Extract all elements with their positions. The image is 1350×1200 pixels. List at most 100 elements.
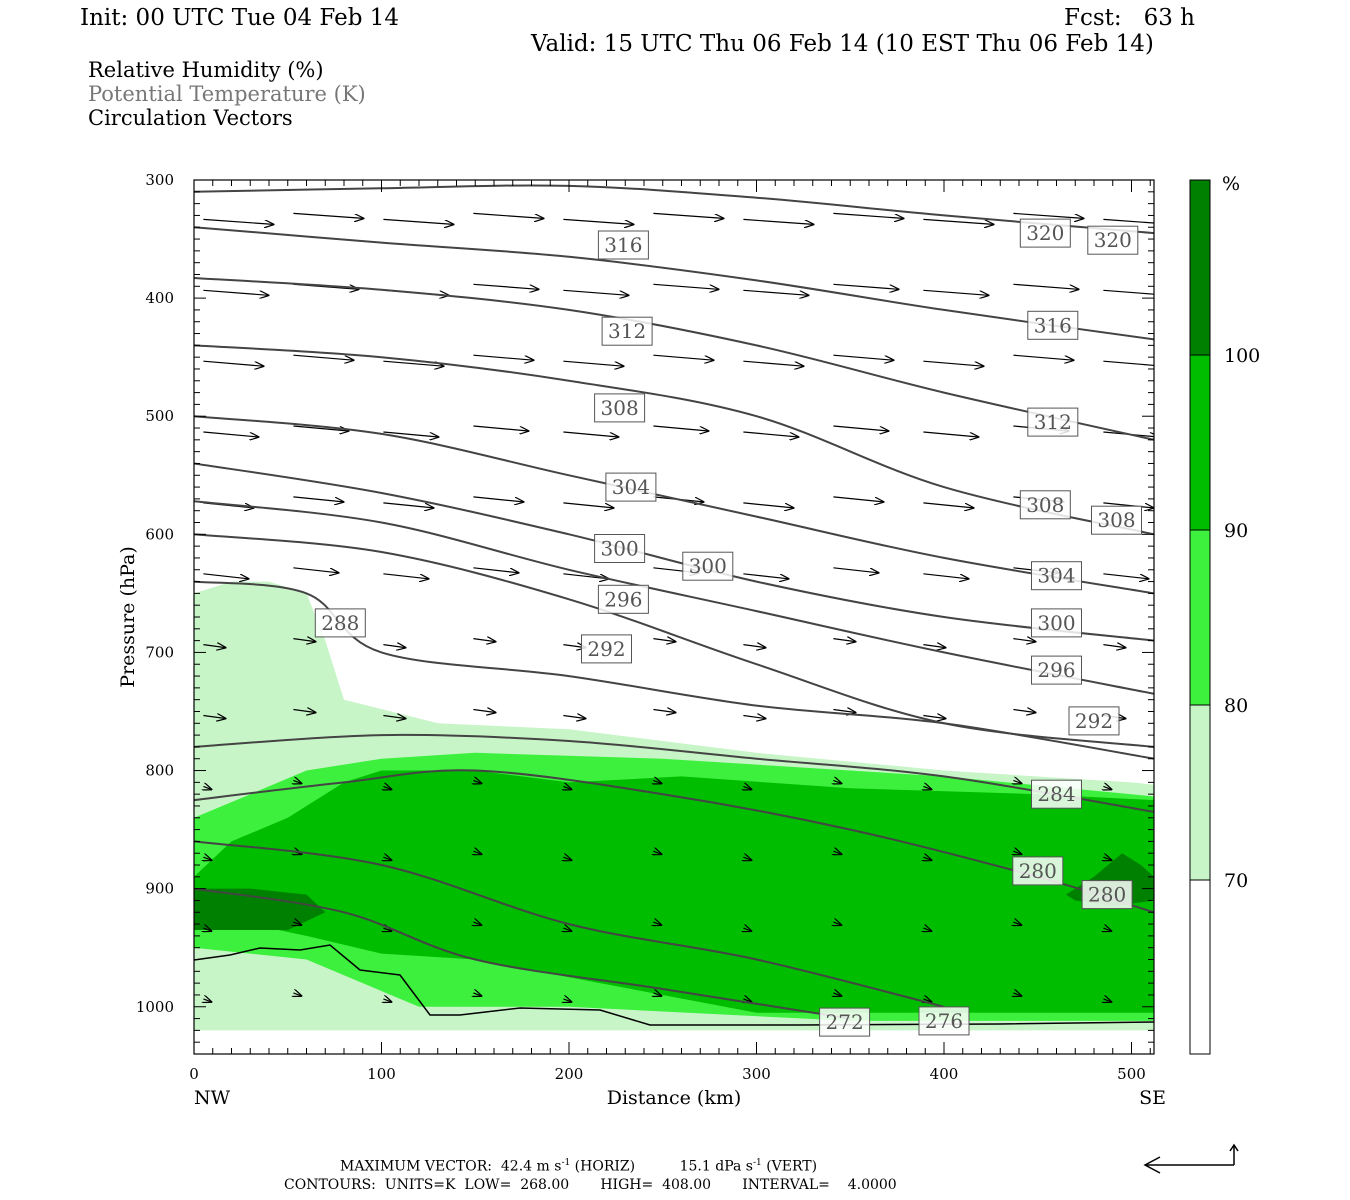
contour-label-box-20: [1012, 856, 1064, 886]
vector-56: [293, 567, 338, 573]
vector-92: [563, 786, 571, 789]
vector-2: [383, 218, 453, 224]
vector-4: [563, 218, 633, 224]
vector-113: [473, 922, 481, 925]
vector-3: [473, 212, 543, 218]
y-tick-label-300: 300: [145, 171, 174, 189]
vector-37: [563, 431, 618, 437]
theta-contour-300: [194, 462, 1154, 642]
vector-97: [1013, 780, 1021, 783]
vector-66: [203, 645, 225, 648]
vector-72: [743, 645, 765, 648]
vector-69: [473, 639, 495, 642]
contour-label-box-16: [581, 634, 632, 664]
vector-82: [653, 710, 675, 713]
contour-label-19: 284: [1037, 782, 1075, 806]
legend-rh: Relative Humidity (%): [88, 58, 324, 82]
contour-label-23: 276: [925, 1009, 963, 1033]
vector-111: [293, 922, 301, 925]
footer-max-vector: MAXIMUM VECTOR: 42.4 m s-1 (HORIZ) 15.1 …: [340, 1159, 817, 1174]
x-tick-label-100: 100: [367, 1065, 396, 1083]
vector-73: [833, 639, 855, 642]
vector-26: [563, 360, 623, 366]
colorbar-90: [1189, 354, 1211, 531]
vector-30: [923, 360, 983, 366]
theta-contour-284: [194, 733, 1154, 813]
vector-93: [653, 780, 661, 783]
forecast-hour: Fcst: 63 h: [1064, 5, 1195, 31]
contour-label-box-0: [597, 230, 649, 260]
theta-contour-312: [194, 277, 1154, 441]
footer-contours: CONTOURS: UNITS=K LOW= 268.00 HIGH= 408.…: [284, 1177, 897, 1193]
contour-label-box-14: [314, 608, 366, 638]
vector-79: [383, 716, 405, 719]
vector-34: [293, 425, 348, 431]
colorbar: % 100 90 80 70: [1189, 173, 1260, 1055]
contour-label-4: 316: [1034, 313, 1072, 337]
x-end-label-right: SE: [1139, 1087, 1166, 1109]
vector-123: [383, 999, 391, 1002]
vector-120: [1103, 928, 1111, 931]
vector-74: [923, 645, 945, 648]
y-tick-label-400: 400: [145, 289, 174, 307]
colorbar-100: [1189, 179, 1211, 356]
vector-86: [1013, 710, 1035, 713]
vector-103: [563, 857, 571, 860]
colorbar-70: [1189, 704, 1211, 881]
vector-19: [923, 289, 988, 295]
contour-label-box-23: [918, 1006, 970, 1036]
contour-label-box-9: [1091, 505, 1142, 535]
vector-21: [1103, 289, 1154, 295]
vector-46: [383, 502, 433, 508]
vector-131: [1103, 999, 1111, 1002]
contour-label-box-12: [1031, 561, 1082, 591]
vector-20: [1013, 283, 1078, 289]
vector-124: [473, 993, 481, 996]
y-tick-label-800: 800: [145, 762, 174, 780]
contour-label-10: 300: [601, 537, 639, 561]
contour-label-box-19: [1031, 779, 1082, 809]
vector-78: [293, 710, 315, 713]
vector-17: [743, 289, 808, 295]
y-tick-label-900: 900: [145, 880, 174, 898]
vector-62: [833, 567, 878, 573]
contour-label-box-8: [1019, 490, 1071, 520]
vector-80: [473, 710, 495, 713]
vector-61: [743, 573, 788, 579]
contour-label-2: 320: [1094, 228, 1132, 252]
vector-57: [383, 573, 428, 579]
contour-label-box-17: [1031, 655, 1082, 685]
vector-23: [293, 354, 353, 360]
vector-91: [473, 780, 481, 783]
x-axis-title: Distance (km): [607, 1087, 742, 1109]
legend-theta: Potential Temperature (K): [88, 82, 366, 106]
vector-58: [473, 567, 518, 573]
horiz-unit: (HORIZ): [574, 1158, 636, 1175]
vector-63: [923, 573, 968, 579]
contour-label-11: 300: [689, 554, 727, 578]
vector-36: [473, 425, 528, 431]
theta-contour-276: [194, 840, 945, 1008]
contour-label-box-18: [1068, 706, 1120, 736]
vector-76: [1103, 645, 1125, 648]
vector-81: [563, 716, 585, 719]
colorbar-80: [1189, 529, 1211, 706]
vector-128: [833, 993, 841, 996]
vector-130: [1013, 993, 1021, 996]
vector-52: [923, 502, 973, 508]
vector-112: [383, 928, 391, 931]
vector-118: [923, 928, 931, 931]
vector-96: [923, 786, 931, 789]
contour-label-box-1: [1019, 218, 1071, 248]
vector-88: [203, 786, 211, 789]
vector-48: [563, 502, 613, 508]
vector-47: [473, 496, 523, 502]
vector-77: [203, 716, 225, 719]
vector-83: [743, 716, 765, 719]
vector-39: [743, 431, 798, 437]
contour-label-21: 280: [1088, 883, 1126, 907]
vector-99: [203, 857, 211, 860]
theta-contour-316: [194, 226, 1154, 341]
contour-label-box-21: [1081, 880, 1133, 910]
contour-label-22: 272: [826, 1010, 864, 1034]
